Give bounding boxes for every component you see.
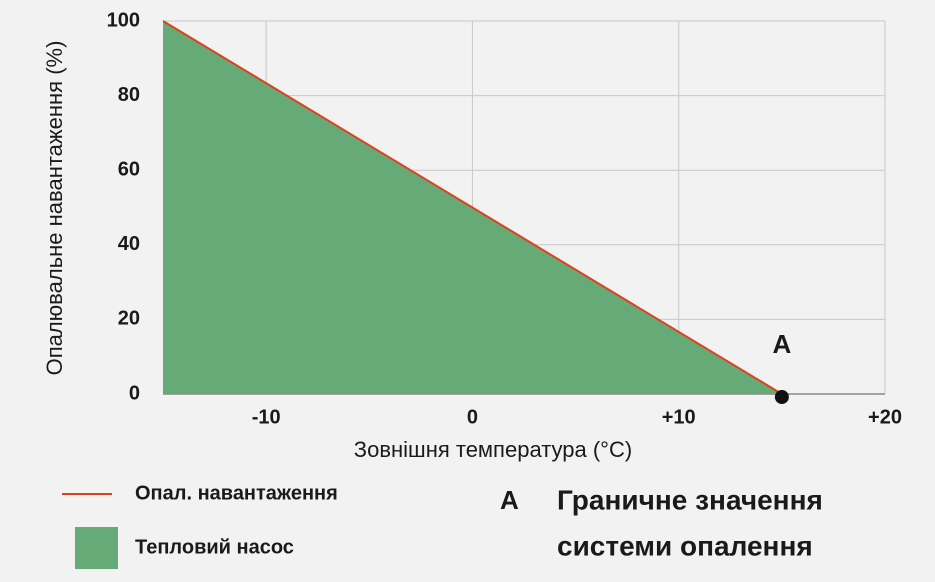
x-tick-label: +20 [868,406,902,428]
y-tick-label: 60 [118,158,140,180]
annotation-text: Граничне значення [557,484,823,515]
x-tick-label: 0 [467,406,478,428]
y-axis-label: Опалювальне навантаження (%) [42,41,67,376]
point [774,390,789,404]
marks [162,20,783,395]
legend-swatch [75,527,118,569]
x-tick-label: -10 [252,406,281,428]
y-tick-label: 100 [107,9,140,31]
annotation-key: A [500,485,519,515]
x-tick-label: +10 [662,406,696,428]
legend-label: Опал. навантаження [135,482,338,504]
y-tick-label: 40 [118,233,140,255]
y-tick-label: 80 [118,84,140,106]
legend-label: Тепловий насос [135,536,294,558]
point-label: A [772,329,791,359]
line [162,20,783,395]
annotation-text: системи опалення [557,530,813,561]
x-axis-label: Зовнішня температура (°C) [354,437,632,462]
y-tick-label: 20 [118,308,140,330]
y-tick-label: 0 [129,382,140,404]
